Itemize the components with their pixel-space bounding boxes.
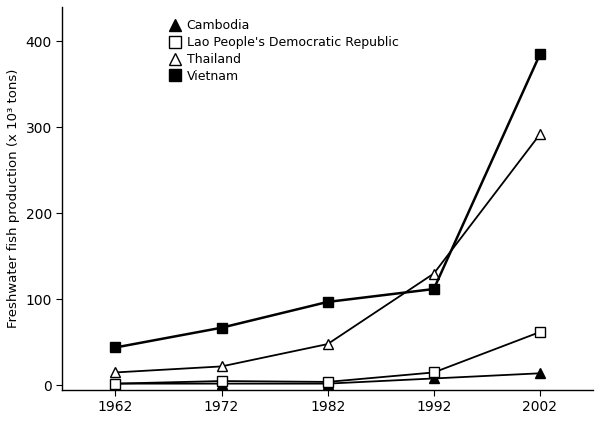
Legend: Cambodia, Lao People's Democratic Republic, Thailand, Vietnam: Cambodia, Lao People's Democratic Republ… <box>164 13 405 89</box>
Y-axis label: Freshwater fish production (x 10³ tons): Freshwater fish production (x 10³ tons) <box>7 69 20 328</box>
